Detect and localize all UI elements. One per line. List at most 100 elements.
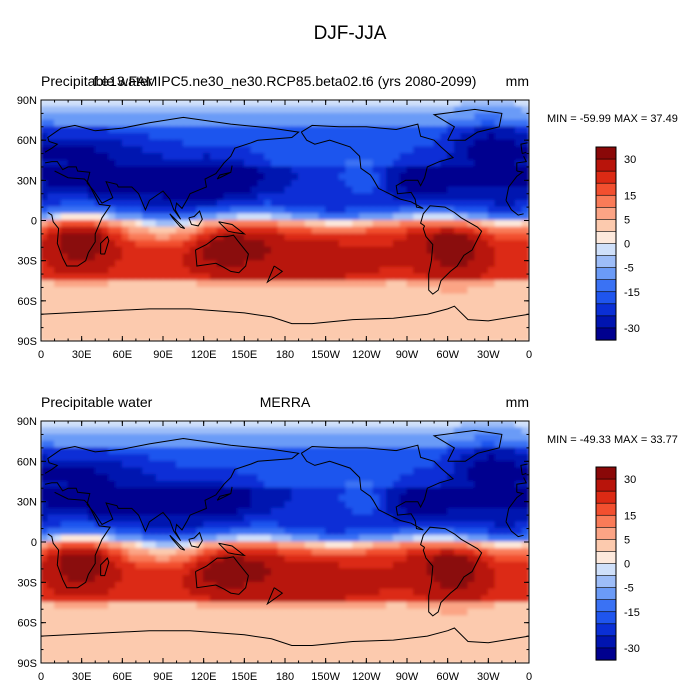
colorbar-box bbox=[595, 623, 617, 637]
min-max-stats: MIN = -49.33 MAX = 33.77 bbox=[547, 434, 678, 446]
coastline bbox=[216, 486, 233, 501]
colorbar-frame bbox=[595, 146, 617, 341]
colorbar-tick-label: 15 bbox=[624, 190, 636, 202]
colorbar: 30 15 5 0 -5 -15 -30 bbox=[595, 146, 640, 341]
x-tick-label: 120W bbox=[352, 671, 381, 683]
x-tick-label: 180 bbox=[276, 349, 294, 361]
coastline bbox=[420, 205, 483, 295]
x-tick-label: 60W bbox=[436, 671, 459, 683]
coastline bbox=[300, 123, 455, 209]
y-tick-label: 60N bbox=[17, 135, 37, 147]
coastline bbox=[218, 542, 247, 557]
x-tick-label: 150W bbox=[311, 349, 340, 361]
left-title: Precipitable water bbox=[41, 73, 153, 89]
colorbar-box bbox=[595, 207, 617, 220]
y-tick-label: 60S bbox=[17, 296, 37, 308]
colorbar-box bbox=[595, 303, 617, 317]
colorbar-box bbox=[595, 466, 617, 480]
colorbar-box bbox=[595, 478, 617, 492]
x-tick-label: 180 bbox=[276, 671, 294, 683]
coastline bbox=[41, 305, 529, 325]
y-tick-label: 90S bbox=[17, 658, 37, 670]
colorbar-box bbox=[595, 231, 617, 245]
coastline bbox=[420, 526, 483, 617]
units-label: mm bbox=[506, 73, 529, 89]
colorbar-box bbox=[595, 255, 617, 269]
coastline bbox=[266, 587, 284, 606]
y-tick-label: 90S bbox=[17, 336, 37, 348]
x-tick-label: 0 bbox=[38, 349, 44, 361]
left-title: Precipitable water bbox=[41, 394, 153, 410]
colorbar-box bbox=[595, 219, 617, 233]
coastline bbox=[520, 142, 528, 154]
y-tick-label: 60N bbox=[17, 456, 37, 468]
units-label: mm bbox=[506, 394, 529, 410]
colorbar-tick-label: -30 bbox=[624, 643, 640, 655]
coastline bbox=[218, 221, 247, 235]
coastline bbox=[516, 170, 524, 173]
center-title: f.e13.FAMIPC5.ne30_ne30.RCP85.beta02.t6 … bbox=[94, 73, 477, 89]
colorbar-tick-label: -5 bbox=[624, 263, 634, 275]
coastline bbox=[432, 108, 503, 141]
colorbar-tick-label: 5 bbox=[624, 534, 630, 546]
x-tick-label: 60E bbox=[113, 671, 133, 683]
coastline bbox=[188, 531, 203, 548]
colorbar-box bbox=[595, 635, 617, 649]
x-tick-label: 90W bbox=[396, 671, 419, 683]
colorbar-box bbox=[595, 647, 617, 661]
colorbar-box bbox=[595, 158, 617, 172]
coastline bbox=[169, 213, 186, 229]
colorbar-box bbox=[595, 279, 617, 293]
x-tick-label: 150W bbox=[311, 671, 340, 683]
coastline bbox=[169, 534, 186, 551]
colorbar-box bbox=[595, 243, 617, 257]
colorbar-tick-label: -15 bbox=[624, 607, 640, 619]
x-tick-label: 150E bbox=[231, 349, 257, 361]
x-tick-label: 150E bbox=[231, 671, 257, 683]
x-tick-label: 0 bbox=[526, 671, 532, 683]
colorbar-box bbox=[595, 490, 617, 504]
colorbar-box bbox=[595, 291, 617, 305]
colorbar-box bbox=[595, 527, 617, 540]
x-tick-label: 60W bbox=[436, 349, 459, 361]
y-tick-label: 90N bbox=[17, 416, 37, 428]
y-tick-label: 0 bbox=[31, 537, 37, 549]
colorbar-tick-label: 5 bbox=[624, 214, 630, 226]
colorbar-tick-label: 0 bbox=[624, 239, 630, 251]
contour-field bbox=[41, 421, 529, 663]
colorbar-tick-label: -5 bbox=[624, 583, 634, 595]
coastline bbox=[195, 556, 249, 595]
colorbar-box bbox=[595, 182, 617, 196]
min-max-stats: MIN = -59.99 MAX = 37.49 bbox=[547, 113, 678, 125]
coastline bbox=[100, 557, 110, 577]
colorbar-box bbox=[595, 327, 617, 341]
colorbar: 30 15 5 0 -5 -15 -30 bbox=[595, 466, 640, 661]
x-tick-label: 90W bbox=[396, 349, 419, 361]
colorbar-tick-label: 30 bbox=[624, 474, 636, 486]
coastline bbox=[516, 491, 524, 495]
colorbar-tick-label: -30 bbox=[624, 323, 640, 335]
coastline bbox=[266, 265, 284, 284]
x-tick-label: 90E bbox=[153, 349, 173, 361]
colorbar-box bbox=[595, 587, 617, 601]
coastline bbox=[505, 200, 524, 216]
colorbar-box bbox=[595, 170, 617, 184]
center-title: MERRA bbox=[260, 394, 311, 410]
x-tick-label: 30W bbox=[477, 349, 500, 361]
coastline bbox=[100, 235, 110, 255]
coastline bbox=[432, 429, 503, 462]
colorbar-tick-label: 30 bbox=[624, 154, 636, 166]
x-tick-label: 60E bbox=[113, 349, 133, 361]
y-tick-label: 30N bbox=[17, 175, 37, 187]
colorbar-box bbox=[595, 611, 617, 625]
colorbar-box bbox=[595, 514, 617, 528]
y-tick-label: 0 bbox=[31, 216, 37, 228]
colorbar-frame bbox=[595, 466, 617, 661]
colorbar-tick-label: 15 bbox=[624, 510, 636, 522]
contour-field bbox=[41, 100, 529, 341]
x-tick-label: 120W bbox=[352, 349, 381, 361]
coastline bbox=[188, 210, 203, 227]
colorbar-box bbox=[595, 315, 617, 329]
x-tick-label: 90E bbox=[153, 671, 173, 683]
